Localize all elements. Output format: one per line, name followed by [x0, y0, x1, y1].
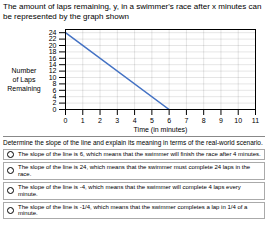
- svg-text:24: 24: [49, 29, 57, 36]
- svg-text:4: 4: [133, 118, 137, 125]
- svg-text:10: 10: [234, 118, 242, 125]
- svg-text:8: 8: [202, 118, 206, 125]
- svg-text:6: 6: [167, 118, 171, 125]
- svg-text:22: 22: [49, 36, 57, 43]
- svg-text:2: 2: [53, 100, 57, 107]
- html-text:The slope of the line is -1/4,: The slope of the line is -1/4, which mea…: [18, 203, 248, 217]
- svg-text:1: 1: [81, 118, 85, 125]
- svg-text:10: 10: [49, 74, 57, 81]
- svg-text:20: 20: [49, 42, 57, 49]
- html-text:Determine the slope of the lin: Determine the slope of the line and expl…: [3, 139, 263, 147]
- svg-text:11: 11: [252, 118, 259, 125]
- svg-text:7: 7: [184, 118, 188, 125]
- html-text:The slope of the line is 6, wh: The slope of the line is 6, which means …: [18, 151, 261, 157]
- svg-text:6: 6: [53, 87, 57, 94]
- svg-text:4: 4: [53, 93, 57, 100]
- html-text:Number of Laps Remaining: Number of Laps Remaining: [7, 66, 41, 92]
- svg-text:18: 18: [49, 48, 57, 55]
- html-text:The slope of the line is -4, w: The slope of the line is -4, which means…: [18, 183, 241, 197]
- svg-text:2: 2: [98, 118, 102, 125]
- svg-text:0: 0: [64, 118, 68, 125]
- svg-text:5: 5: [150, 118, 154, 125]
- html-text:The slope of the line is 24, w: The slope of the line is 24, which means…: [18, 164, 251, 177]
- svg-text:12: 12: [49, 68, 57, 75]
- svg-text:3: 3: [115, 118, 119, 125]
- svg-text:0: 0: [53, 106, 57, 113]
- svg-text:9: 9: [219, 118, 223, 125]
- html-text:The amount of laps remaining,: The amount of laps remaining, y, in a sw…: [3, 2, 262, 21]
- svg-text:14: 14: [49, 61, 57, 68]
- svg-text:16: 16: [49, 55, 57, 62]
- svg-text:Time (in minutes): Time (in minutes): [134, 126, 188, 134]
- svg-text:8: 8: [53, 80, 57, 87]
